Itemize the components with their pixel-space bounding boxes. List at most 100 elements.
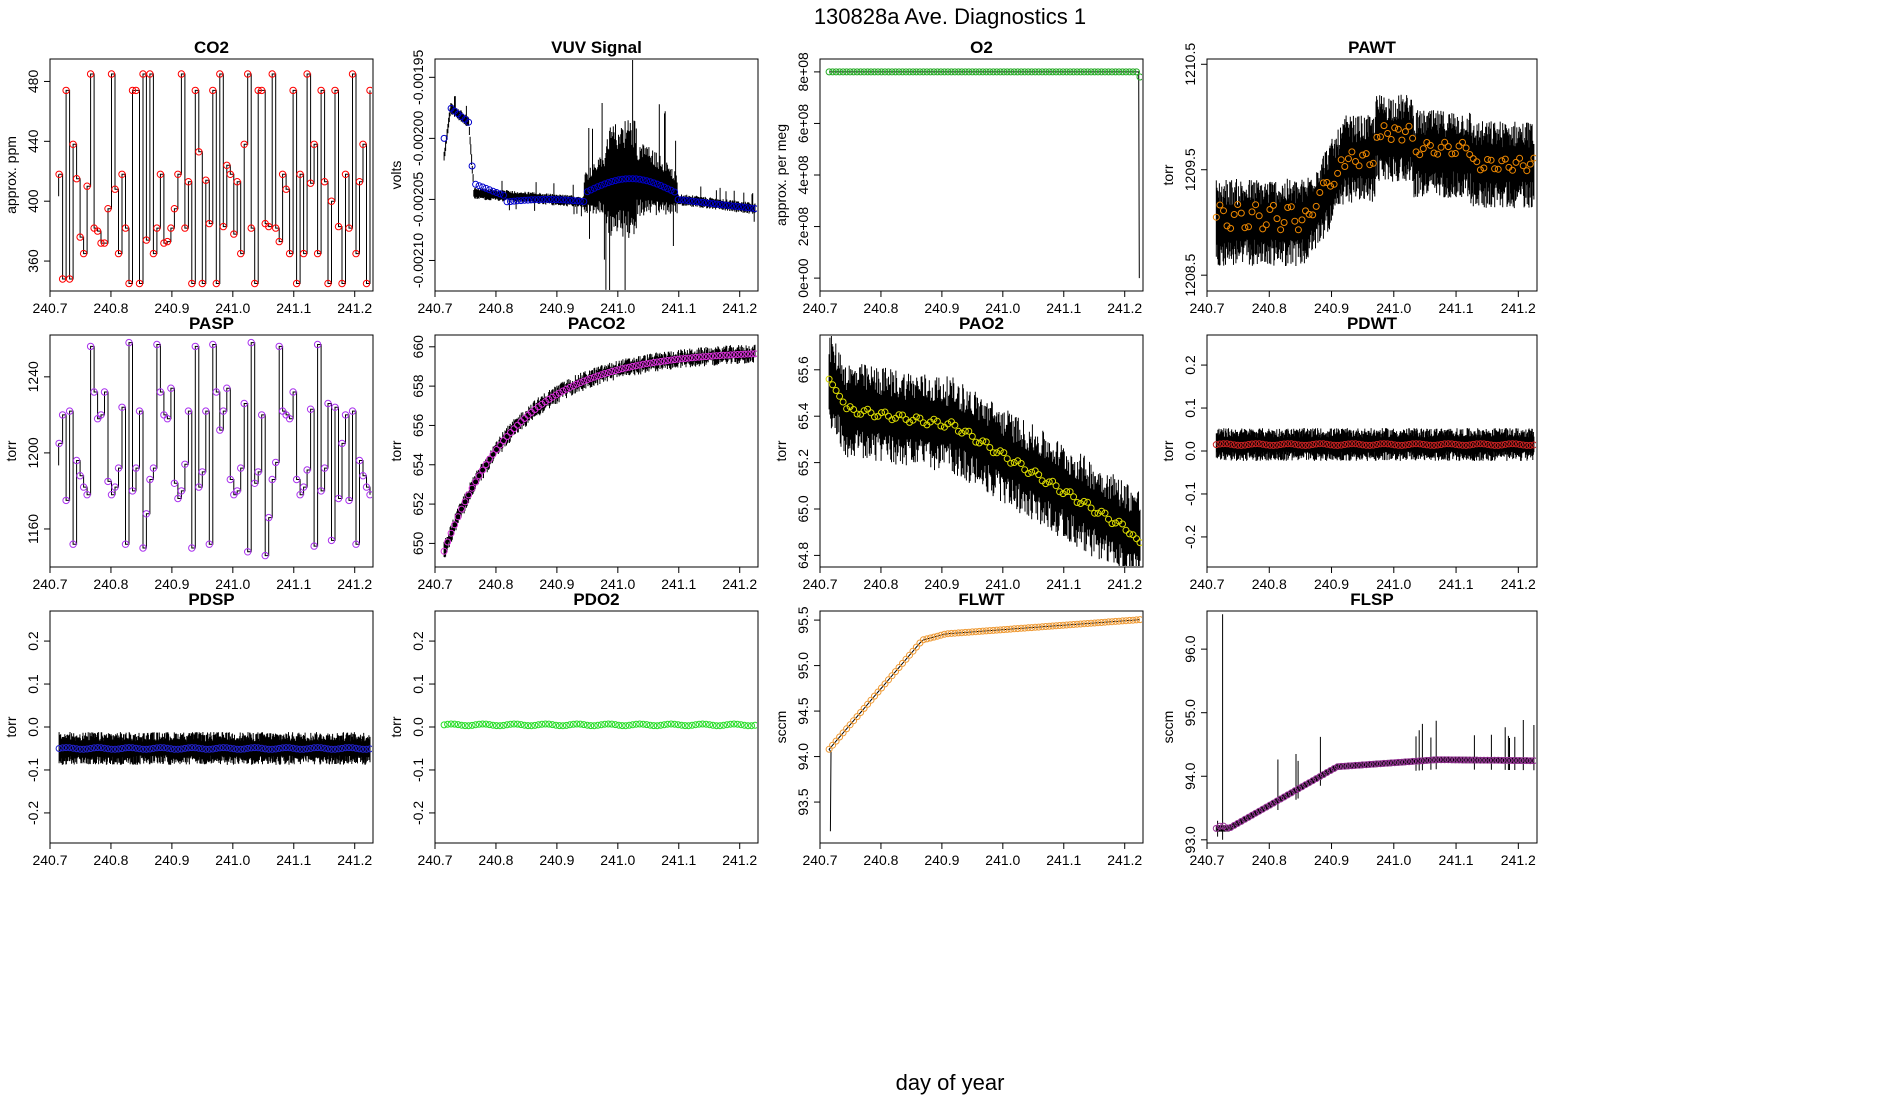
data-point (184, 744, 192, 752)
data-point (230, 745, 238, 753)
y-axis-label: approx. ppm (3, 136, 19, 214)
line-trace (829, 71, 1140, 279)
data-point (1334, 441, 1342, 449)
data-point (723, 201, 731, 209)
data-point (335, 745, 342, 753)
data-point (1066, 488, 1074, 496)
y-tick-label: 654 (410, 453, 426, 477)
data-point (514, 421, 521, 429)
chart-title: PAWT (1348, 38, 1396, 57)
data-point (1409, 757, 1417, 765)
data-point (209, 86, 217, 95)
data-point (1394, 441, 1402, 449)
data-point (1094, 619, 1102, 627)
data-point (688, 197, 696, 205)
data-point (1416, 757, 1424, 765)
data-point (472, 721, 480, 729)
data-layer (440, 344, 757, 558)
y-tick-label: 1160 (25, 514, 41, 544)
data-point (1516, 154, 1524, 162)
data-point (1252, 809, 1260, 817)
data-point (1136, 73, 1142, 81)
data-point (1327, 441, 1334, 449)
data-point (1045, 622, 1053, 630)
data-point (737, 721, 745, 729)
x-tick-label: 241.0 (985, 852, 1020, 868)
data-point (1369, 159, 1377, 167)
data-point (254, 468, 262, 476)
data-point (1409, 440, 1417, 448)
data-point (555, 389, 563, 397)
x-tick-label: 240.9 (154, 300, 189, 316)
data-point (1401, 758, 1409, 766)
data-point (706, 352, 714, 360)
data-point (181, 224, 189, 232)
chart-title: O2 (970, 38, 993, 57)
data-point (1344, 762, 1352, 770)
data-point (597, 371, 605, 379)
data-point (1259, 440, 1267, 448)
y-tick-label: 480 (25, 70, 41, 94)
data-point (517, 197, 525, 205)
data-point (334, 494, 343, 503)
data-point (954, 427, 962, 435)
data-point (674, 721, 682, 729)
y-axis-label: torr (3, 716, 19, 737)
data-point (156, 744, 164, 752)
data-point (660, 357, 668, 365)
data-point (524, 196, 532, 204)
data-point (149, 744, 157, 752)
data-point (1112, 617, 1119, 625)
data-point (310, 542, 318, 550)
y-tick-label: 0.1 (410, 674, 426, 694)
data-point (1344, 440, 1352, 448)
data-point (580, 198, 588, 205)
x-tick-label: 241.0 (215, 576, 250, 592)
data-point (1070, 621, 1078, 628)
data-point (1021, 68, 1029, 76)
data-point (226, 744, 234, 752)
data-point (702, 199, 710, 207)
data-point (240, 140, 248, 149)
data-point (489, 721, 497, 729)
data-point (503, 198, 511, 206)
data-point (923, 635, 931, 643)
plot-frame (819, 58, 1144, 292)
data-point (1220, 207, 1227, 215)
data-point (1280, 440, 1288, 448)
data-point (1377, 133, 1384, 141)
data-point (482, 184, 490, 192)
data-point (76, 472, 84, 480)
data-point (272, 745, 280, 753)
data-point (1330, 180, 1338, 188)
data-point (902, 655, 910, 663)
data-point (874, 68, 882, 76)
data-point (573, 380, 581, 388)
data-point (1451, 440, 1459, 448)
y-tick-label: 1208.5 (1182, 254, 1198, 297)
data-point (83, 182, 91, 190)
data-point (562, 721, 570, 729)
data-point (1003, 68, 1011, 76)
data-point (303, 70, 311, 78)
data-point (72, 175, 81, 183)
x-tick-label: 241.2 (1501, 300, 1536, 316)
data-point (1498, 157, 1506, 165)
data-point (1416, 151, 1424, 159)
chart-title: FLSP (1350, 590, 1393, 609)
data-point (541, 398, 549, 406)
data-point (86, 342, 95, 351)
x-tick-label: 241.1 (1046, 852, 1081, 868)
data-point (909, 647, 917, 655)
data-point (313, 340, 322, 349)
data-point (674, 355, 682, 363)
data-point (1094, 68, 1102, 76)
data-point (958, 429, 966, 437)
data-point (685, 197, 693, 205)
data-point (895, 68, 903, 76)
data-point (1287, 203, 1295, 211)
data-point (472, 180, 480, 188)
data-point (289, 744, 297, 752)
data-point (149, 249, 158, 258)
data-point (1105, 515, 1112, 523)
